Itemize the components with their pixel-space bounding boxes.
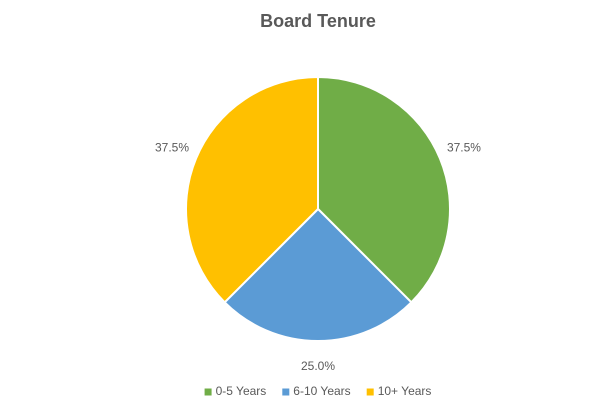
legend-swatch <box>366 388 374 396</box>
legend-swatch <box>282 388 290 396</box>
data-label: 25.0% <box>301 359 335 373</box>
data-label: 37.5% <box>447 141 481 155</box>
legend-swatch <box>204 388 212 396</box>
legend-label: 6-10 Years <box>293 384 350 398</box>
data-label: 37.5% <box>155 141 189 155</box>
legend-label: 0-5 Years <box>216 384 267 398</box>
pie-slice <box>223 207 413 342</box>
pie-slice <box>185 75 319 304</box>
chart-title: Board Tenure <box>260 11 376 31</box>
pie-slice <box>317 75 451 304</box>
legend-label: 10+ Years <box>378 384 432 398</box>
